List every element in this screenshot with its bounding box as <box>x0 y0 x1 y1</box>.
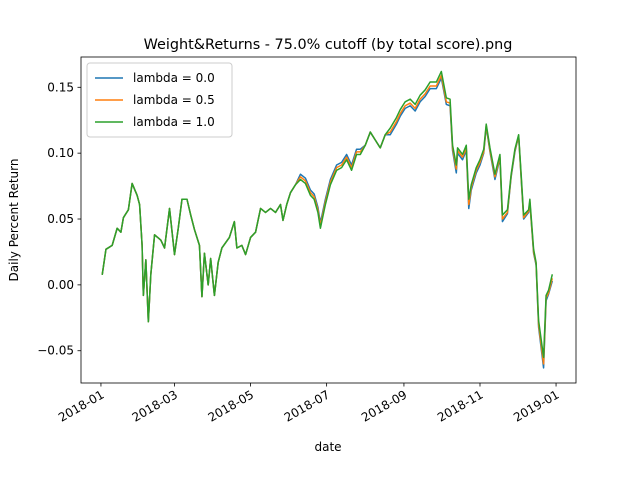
axes-frame <box>80 56 577 384</box>
legend-label: lambda = 1.0 <box>133 115 215 129</box>
legend-box <box>86 62 233 138</box>
y-tick-label: 0.15 <box>47 80 74 94</box>
plot-area <box>101 70 554 369</box>
legend-label: lambda = 0.0 <box>133 71 215 85</box>
y-tick-label: −0.05 <box>37 344 74 358</box>
legend-label: lambda = 0.5 <box>133 93 215 107</box>
series-line <box>101 70 554 359</box>
y-tick-label: 0.00 <box>47 278 74 292</box>
y-tick-label: 0.05 <box>47 212 74 226</box>
chart-title: Weight&Returns - 75.0% cutoff (by total … <box>144 37 513 53</box>
x-axis-label: date <box>314 440 341 454</box>
y-tick-label: 0.10 <box>47 146 74 160</box>
y-axis-label: Daily Percent Return <box>7 159 21 282</box>
